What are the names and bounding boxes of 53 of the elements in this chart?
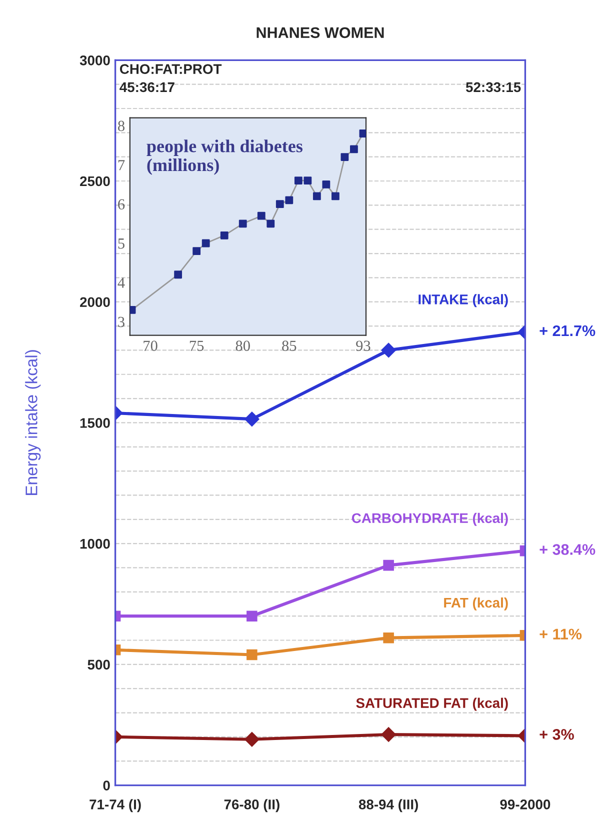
point bbox=[285, 196, 294, 204]
point bbox=[174, 270, 182, 279]
y-tick-label: 8 bbox=[118, 120, 124, 132]
point bbox=[276, 200, 284, 208]
series-label: SATURATED FAT (kcal) bbox=[356, 698, 508, 711]
point bbox=[350, 145, 358, 154]
point bbox=[192, 247, 201, 256]
point bbox=[312, 192, 321, 200]
y-tick-label: 4 bbox=[118, 278, 125, 288]
point bbox=[294, 176, 302, 184]
series-label: INTAKE (kcal) bbox=[418, 294, 508, 308]
y-tick-label: 1500 bbox=[80, 418, 110, 428]
x-tick-label: 75 bbox=[190, 340, 204, 351]
y-tick-label: 2000 bbox=[80, 297, 110, 308]
text: people with diabetes (millions) bbox=[146, 140, 302, 175]
annotation: 45:36:17 bbox=[120, 82, 174, 92]
point bbox=[266, 220, 275, 228]
x-tick-label: 71-74 (I) bbox=[90, 799, 141, 812]
annotation: + 11% bbox=[540, 628, 582, 640]
y-tick-label: 5 bbox=[118, 238, 124, 249]
y-tick-label: 1000 bbox=[80, 538, 110, 549]
series-label: FAT (kcal) bbox=[444, 597, 508, 610]
y-tick-label: 7 bbox=[118, 160, 125, 170]
y-tick-label: 3000 bbox=[80, 55, 110, 66]
x-tick-label: 99-2000 bbox=[500, 800, 550, 810]
annotation: + 21.7% bbox=[540, 325, 596, 336]
point bbox=[257, 212, 266, 220]
x-tick-label: 85 bbox=[282, 340, 296, 351]
x-tick-label: 76-80 (II) bbox=[224, 799, 280, 812]
point bbox=[238, 220, 247, 228]
point bbox=[322, 180, 330, 188]
point bbox=[340, 153, 349, 161]
y-tick-label: 3 bbox=[118, 316, 124, 328]
series-label: CARBOHYDRATE (kcal) bbox=[352, 512, 508, 526]
annotation: 52:33:15 bbox=[466, 82, 521, 92]
y-tick-label: 2500 bbox=[80, 176, 110, 186]
y-axis-title: Energy intake (kcal) bbox=[25, 350, 41, 495]
point bbox=[332, 192, 340, 200]
y-tick-label: 500 bbox=[88, 660, 110, 670]
annotation: + 38.4% bbox=[540, 544, 596, 555]
x-tick-label: 88-94 (III) bbox=[358, 799, 418, 812]
point bbox=[304, 176, 312, 184]
x-tick-label: 93 bbox=[356, 340, 370, 351]
point bbox=[359, 130, 366, 138]
point bbox=[202, 239, 210, 248]
annotation: CHO:FAT:PROT bbox=[120, 64, 222, 74]
x-tick-label: 70 bbox=[144, 340, 158, 351]
x-tick-label: 80 bbox=[236, 340, 250, 351]
y-tick-label: 6 bbox=[118, 199, 125, 210]
y-tick-label: 0 bbox=[103, 780, 110, 790]
annotation: + 3% bbox=[540, 729, 574, 740]
point bbox=[220, 231, 228, 240]
chart-title: NHANES WOMEN bbox=[256, 27, 384, 38]
